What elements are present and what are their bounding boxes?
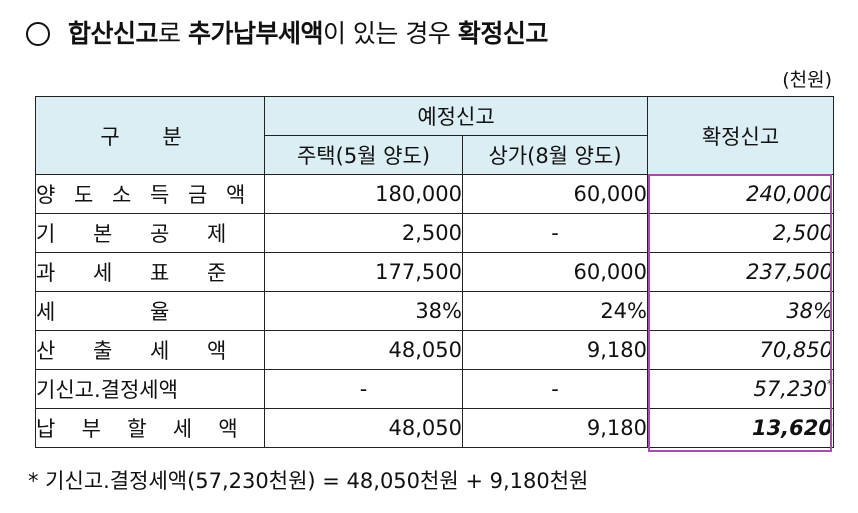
row-store-value: 24% [462, 291, 648, 331]
row-final-value: 57,230* [647, 369, 834, 409]
table-row: 납 부 할 세 액 48,050 9,180 13,620 [35, 408, 834, 448]
row-store-value: - [462, 213, 648, 253]
row-label-char: 세 [36, 300, 56, 324]
header-house: 주택(5월 양도) [264, 135, 463, 175]
header-prelim: 예정신고 [264, 96, 648, 136]
row-house-value: 48,050 [264, 330, 463, 370]
title-part-3: 추가납부세액 [187, 19, 324, 48]
final-value-text: 13,620 [751, 416, 833, 440]
row-final-value: 240,000 [647, 174, 834, 214]
row-house-value: 2,500 [264, 213, 463, 253]
table-row: 양 도 소 득 금 액 180,000 60,000 240,000 [35, 174, 834, 214]
row-label-char: 세 [93, 261, 113, 285]
row-label-char: 공 [150, 222, 170, 246]
row-final-value: 2,500 [647, 213, 834, 253]
row-label-char: 부 [81, 417, 101, 441]
title-part-5: 확정신고 [457, 19, 549, 48]
row-final-value: 70,850 [647, 330, 834, 370]
row-label-char: 표 [150, 261, 170, 285]
row-store-value: 9,180 [462, 408, 648, 448]
header-category: 구 분 [35, 96, 265, 175]
row-store-value: - [462, 369, 648, 409]
row-label-char: 기신고.결정세액 [36, 378, 178, 402]
footnote-marker: * [827, 377, 833, 391]
table-body: 양 도 소 득 금 액 180,000 60,000 240,000 기 본 공 제 2,500-2,50… [35, 174, 834, 448]
final-value-text: 57,230 [753, 377, 827, 401]
section-title: 합산신고로 추가납부세액이 있는 경우 확정신고 [26, 14, 548, 54]
header-store: 상가(8월 양도) [462, 135, 648, 175]
row-label-char: 액 [207, 339, 227, 363]
table-row: 기신고.결정세액 - -57,230* [35, 369, 834, 409]
final-value-text: 2,500 [772, 221, 833, 245]
row-label-char: 득 [150, 183, 170, 207]
row-house-value: 177,500 [264, 252, 463, 292]
row-final-value: 38% [647, 291, 834, 331]
final-value-text: 38% [786, 299, 833, 323]
row-house-value: - [264, 369, 463, 409]
row-store-value: 60,000 [462, 174, 648, 214]
row-house-value: 180,000 [264, 174, 463, 214]
row-label-char: 할 [127, 417, 147, 441]
row-label-char: 출 [93, 339, 113, 363]
final-value-text: 70,850 [759, 338, 833, 362]
row-final-value: 13,620 [647, 408, 834, 448]
row-house-value: 38% [264, 291, 463, 331]
unit-label: (천원) [782, 69, 832, 91]
table-row: 기 본 공 제 2,500-2,500 [35, 213, 834, 253]
row-label-char: 과 [36, 261, 56, 285]
row-label-char: 산 [36, 339, 56, 363]
row-label-char: 소 [112, 183, 132, 207]
row-label-char: 납 [36, 417, 56, 441]
row-label-char: 양 [36, 183, 56, 207]
header-final: 확정신고 [647, 96, 834, 175]
footnote: * 기신고.결정세액(57,230천원) = 48,050천원 + 9,180천… [28, 469, 589, 493]
row-store-value: 9,180 [462, 330, 648, 370]
table-row: 세 율 38% 24% 38% [35, 291, 834, 331]
row-label-char: 세 [172, 417, 193, 441]
row-house-value: 48,050 [264, 408, 463, 448]
row-label: 기신고.결정세액 [35, 369, 265, 409]
row-label-char: 세 [150, 339, 170, 363]
row-label-char: 액 [218, 417, 238, 441]
title-part-2: 로 [158, 19, 188, 48]
final-value-text: 240,000 [746, 182, 833, 206]
row-label-char: 율 [150, 300, 170, 324]
table-row: 산 출 세 액 48,050 9,180 70,850 [35, 330, 834, 370]
row-label-char: 본 [93, 222, 113, 246]
row-label-char: 제 [207, 222, 227, 246]
row-label-char: 도 [74, 183, 94, 207]
row-label-char: 기 [36, 222, 56, 246]
circle-bullet-icon [26, 22, 50, 46]
row-final-value: 237,500 [647, 252, 834, 292]
table-row: 과 세 표 준 177,500 60,000 237,500 [35, 252, 834, 292]
row-store-value: 60,000 [462, 252, 648, 292]
title-part-4: 이 있는 경우 [322, 19, 458, 48]
row-label-char: 준 [207, 261, 227, 285]
row-label-char: 액 [226, 183, 246, 207]
row-label-char: 금 [188, 183, 208, 207]
final-value-text: 237,500 [746, 260, 833, 284]
title-part-1: 합산신고 [68, 19, 159, 48]
